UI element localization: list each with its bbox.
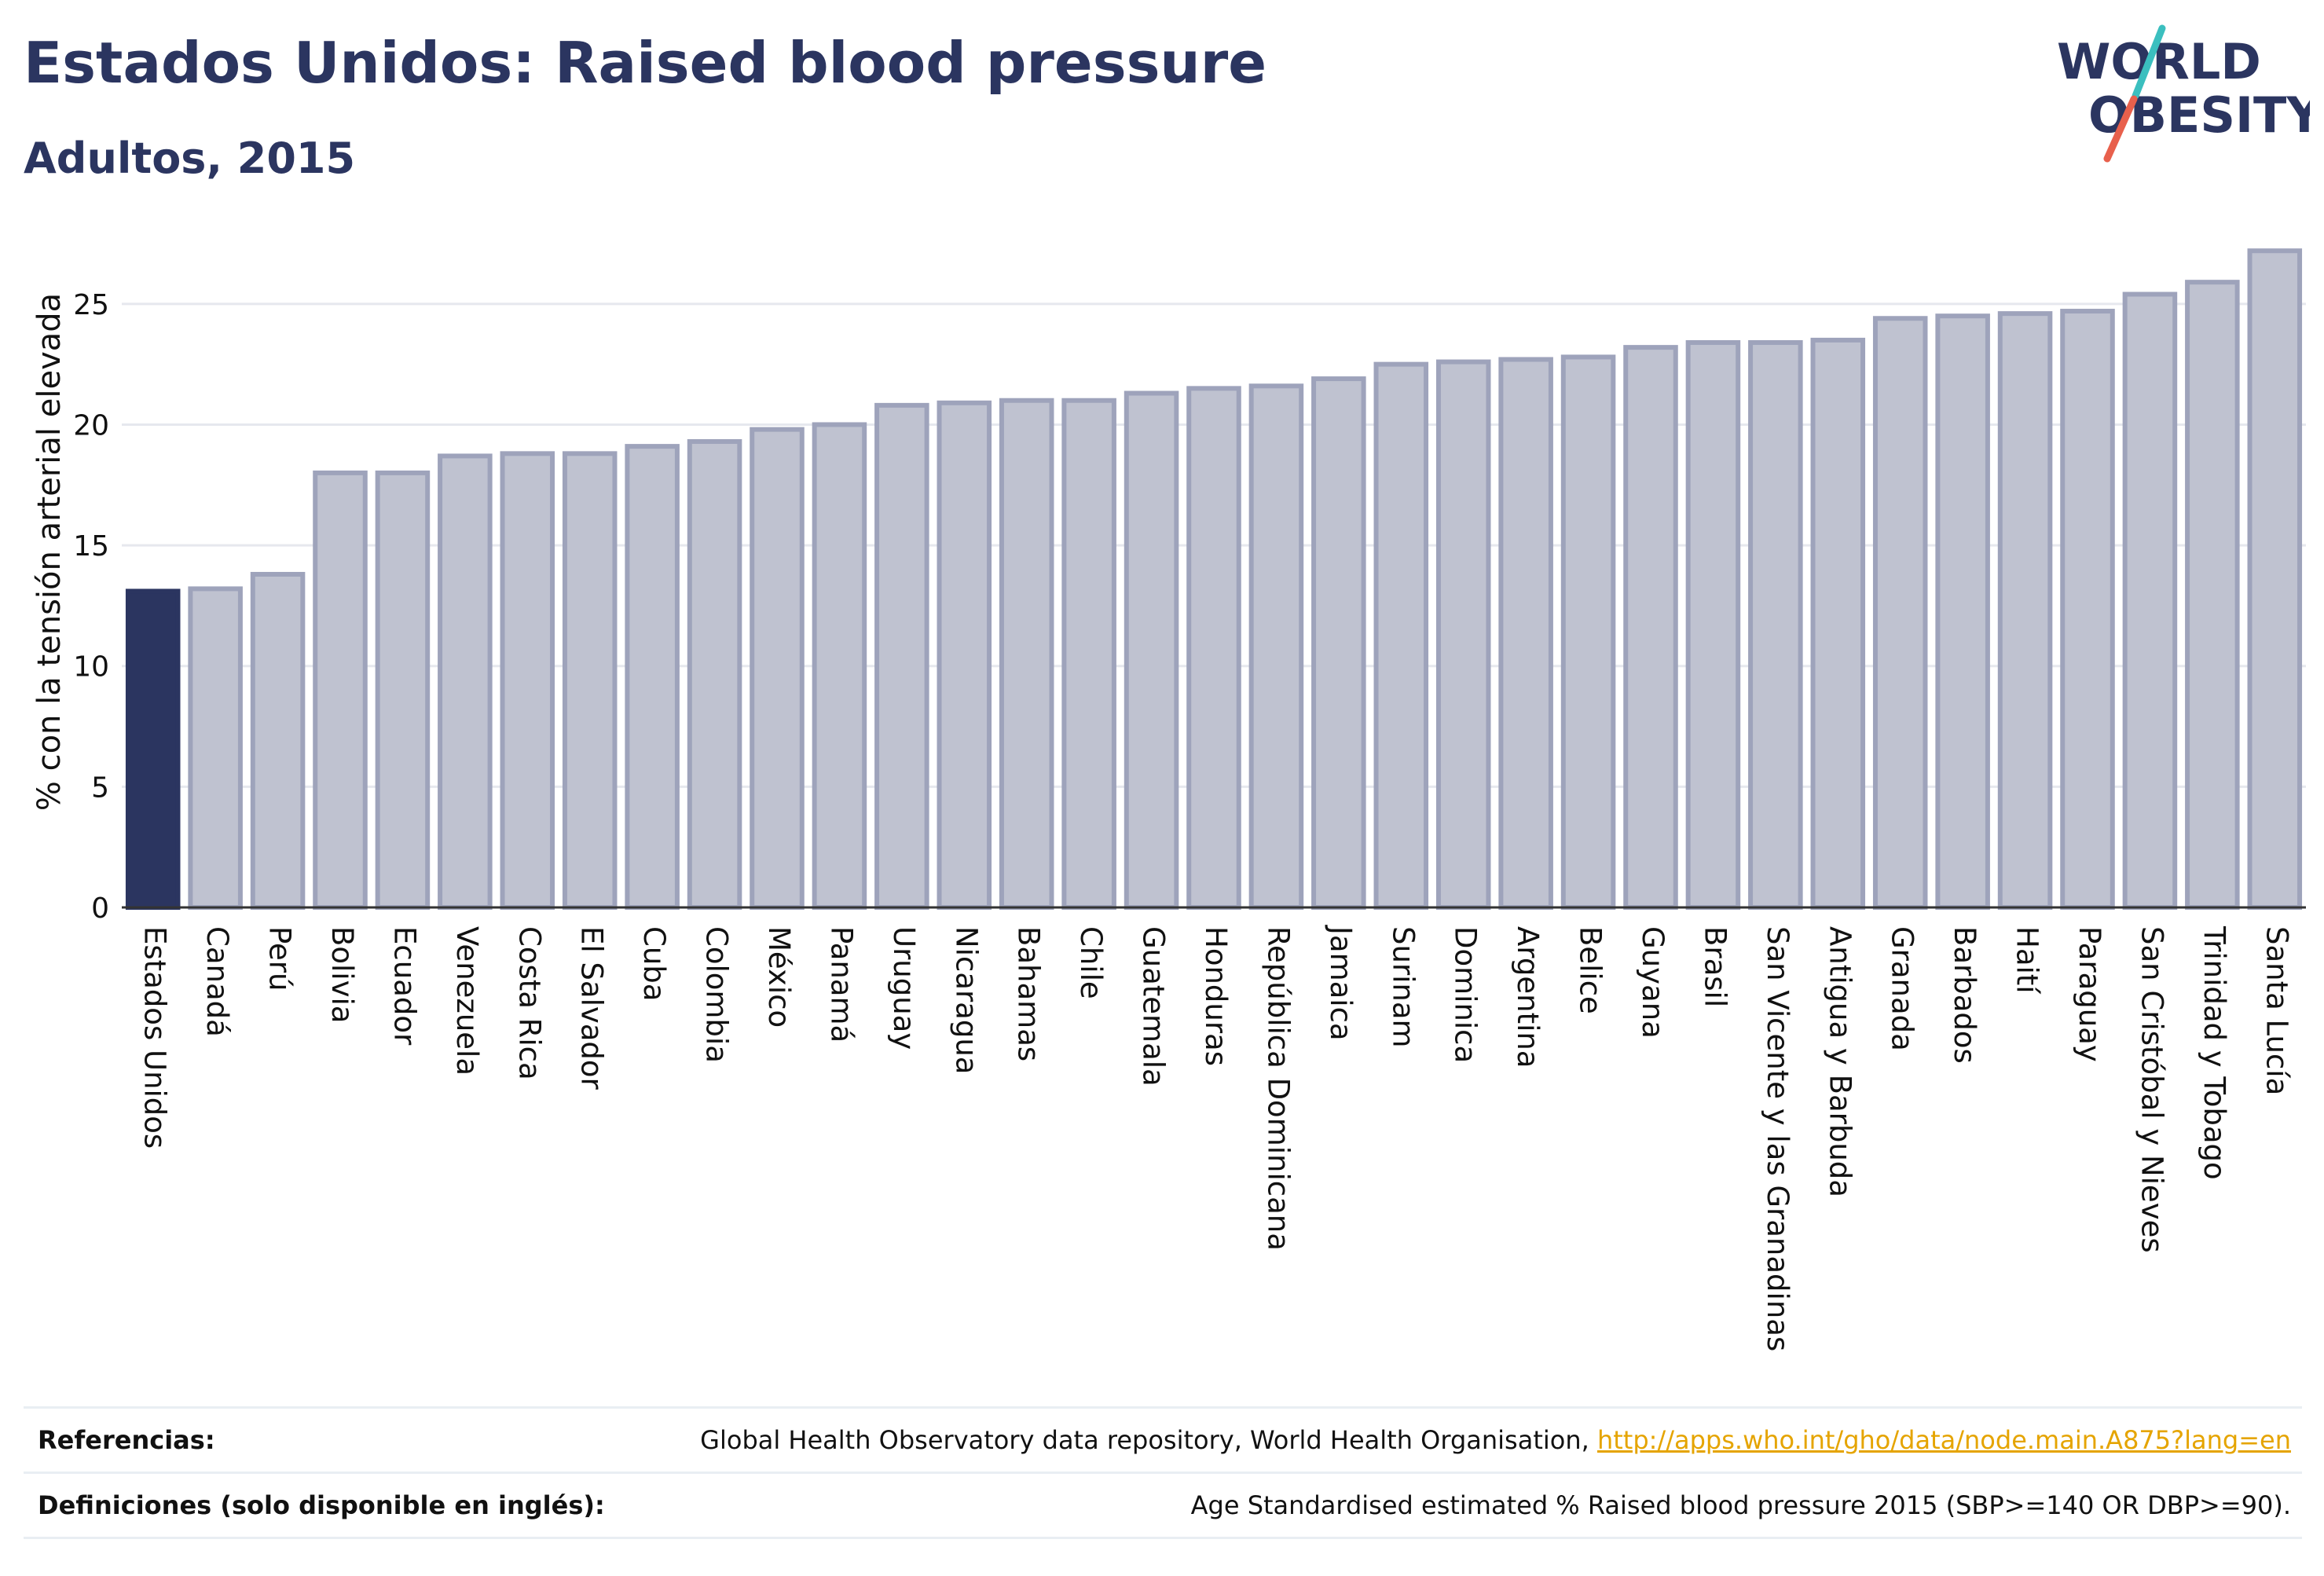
x-tick-label: Honduras <box>1199 926 1233 1066</box>
logo-slash-bottom <box>2103 95 2138 163</box>
x-axis-labels: Estados Unidos Canadá Perú Bolivia Ecuador Ve… <box>138 925 2294 1351</box>
references-value: Global Health Observatory data repositor… <box>700 1425 2302 1455</box>
footer-divider <box>24 1537 2302 1539</box>
x-tick-label: Belice <box>1574 926 1607 1014</box>
x-tick-label: Uruguay <box>887 926 921 1050</box>
bar <box>687 438 742 910</box>
bar <box>1935 313 1990 910</box>
bar <box>625 444 680 910</box>
x-tick-label: Trinidad y Tobago <box>2198 925 2231 1180</box>
bar <box>999 398 1054 910</box>
x-tick-label: Barbados <box>1948 926 1981 1064</box>
x-tick-label: Surinam <box>1386 926 1420 1048</box>
references-text: Global Health Observatory data repositor… <box>700 1425 1597 1455</box>
x-tick-label: Guyana <box>1636 926 1670 1039</box>
x-tick-label: República Dominicana <box>1261 926 1295 1251</box>
x-tick-label: San Vicente y las Granadinas <box>1761 926 1794 1351</box>
bar <box>937 400 992 910</box>
footer-definitions-row: Definiciones (solo disponible en inglés)… <box>24 1472 2302 1537</box>
x-tick-label: Haití <box>2011 926 2044 995</box>
bar <box>438 453 493 910</box>
x-tick-label: Argentina <box>1511 926 1545 1068</box>
x-tick-label: Guatemala <box>1137 926 1171 1087</box>
x-tick-label: Nicaragua <box>949 926 983 1074</box>
y-tick-label: 0 <box>91 892 109 925</box>
x-tick-label: Ecuador <box>387 926 421 1046</box>
x-tick-label: Paraguay <box>2073 926 2106 1062</box>
bar <box>1685 339 1741 910</box>
x-tick-label: Estados Unidos <box>138 926 172 1149</box>
x-tick-label: Granada <box>1886 926 1919 1051</box>
x-tick-label: Canadá <box>200 926 234 1037</box>
bar <box>1435 359 1491 910</box>
bar <box>1124 390 1179 910</box>
x-tick-label: Colombia <box>700 926 734 1063</box>
bars <box>125 248 2303 911</box>
x-tick-label: San Cristóbal y Nieves <box>2135 926 2168 1253</box>
references-link[interactable]: http://apps.who.int/gho/data/node.main.A… <box>1596 1425 2291 1455</box>
y-tick-label: 5 <box>91 772 109 804</box>
x-tick-label: Costa Rica <box>512 926 546 1080</box>
bar <box>500 451 555 910</box>
bar <box>1311 376 1366 910</box>
x-tick-label: El Salvador <box>575 926 609 1090</box>
y-tick-label: 10 <box>73 651 109 684</box>
x-tick-label: Cuba <box>637 926 671 1001</box>
bar-highlighted <box>125 588 181 910</box>
y-axis-ticks: 0 5 10 15 20 25 <box>73 289 109 925</box>
definitions-value: Age Standardised estimated % Raised bloo… <box>1190 1490 2291 1520</box>
bar <box>2122 291 2178 910</box>
world-obesity-logo: WORLD OBESITY <box>2057 24 2310 163</box>
bar <box>2185 280 2240 910</box>
bar <box>1810 337 1866 910</box>
bar <box>250 571 306 910</box>
bar <box>1373 361 1429 910</box>
y-tick-label: 20 <box>73 409 109 442</box>
x-tick-label: Dominica <box>1449 926 1483 1063</box>
x-tick-label: Santa Lucía <box>2260 926 2293 1095</box>
x-tick-label: Jamaica <box>1324 925 1358 1041</box>
bar <box>2247 248 2303 910</box>
logo-slash-top <box>2132 24 2166 100</box>
bar <box>1186 386 1241 910</box>
footer-references-row: Referencias: Global Health Observatory d… <box>24 1406 2302 1472</box>
x-tick-label: México <box>762 926 796 1028</box>
bar <box>375 470 431 910</box>
bar <box>188 586 243 911</box>
bar <box>1560 354 1616 911</box>
bar <box>1248 383 1304 911</box>
bar <box>562 451 618 910</box>
bar <box>1061 398 1116 910</box>
bar <box>1623 345 1678 910</box>
bar <box>750 427 805 910</box>
x-tick-label: Brasil <box>1698 926 1732 1007</box>
x-tick-label: Bolivia <box>325 926 359 1023</box>
y-tick-label: 15 <box>73 530 109 563</box>
x-tick-label: Panamá <box>824 926 858 1043</box>
bar <box>2060 309 2115 910</box>
x-tick-label: Antigua y Barbuda <box>1823 926 1857 1197</box>
x-tick-label: Venezuela <box>450 926 484 1076</box>
references-label: Referencias: <box>38 1425 215 1455</box>
bar <box>1872 316 1928 911</box>
bar <box>1748 339 1803 910</box>
x-tick-label: Bahamas <box>1012 926 1046 1061</box>
bar <box>812 422 867 910</box>
y-axis-title: % con la tensión arterial elevada <box>31 293 68 811</box>
bar <box>313 470 368 910</box>
bar <box>874 402 929 910</box>
x-tick-label: Chile <box>1074 926 1108 999</box>
definitions-label: Definiciones (solo disponible en inglés)… <box>38 1490 605 1520</box>
x-tick-label: Perú <box>263 926 297 991</box>
page-title: Estados Unidos: Raised blood pressure <box>24 30 1267 96</box>
bar <box>1997 311 2053 911</box>
y-tick-label: 25 <box>73 289 109 321</box>
bar <box>1498 357 1553 910</box>
page-subtitle: Adultos, 2015 <box>24 134 356 183</box>
bar-chart: 0 5 10 15 20 25 Estados Unidos Canadá Perú Boliv… <box>31 248 2306 1351</box>
